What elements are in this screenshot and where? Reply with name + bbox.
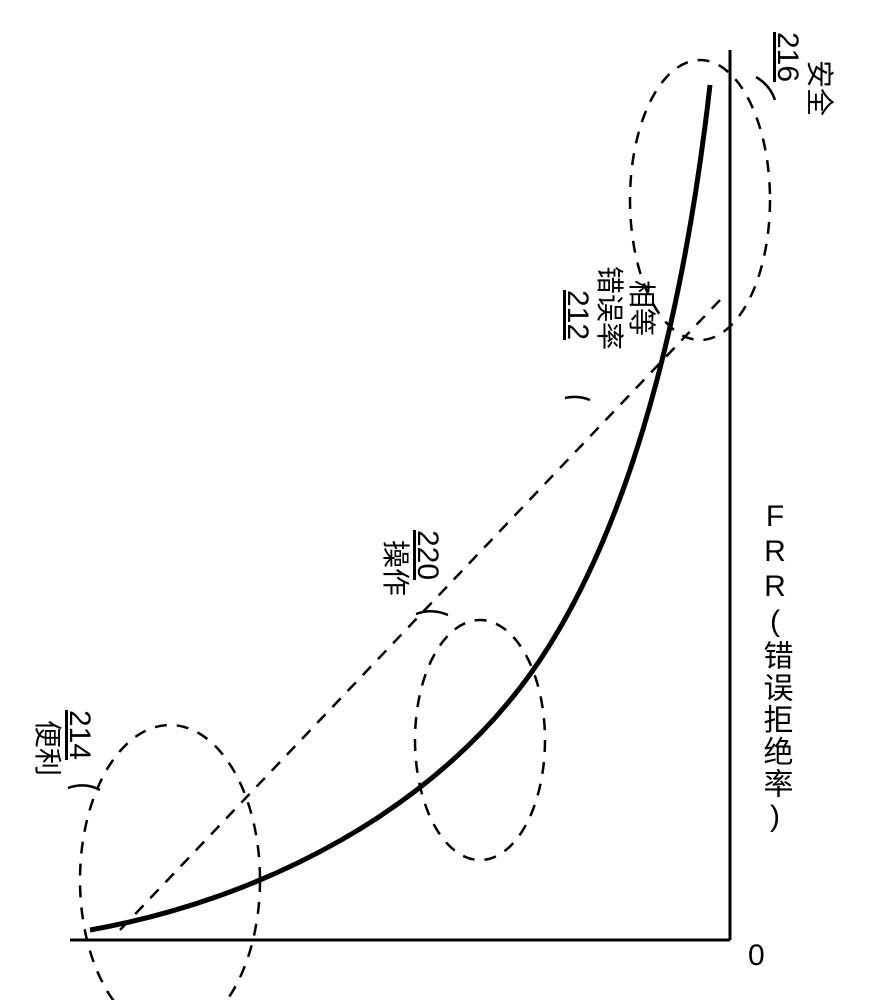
operation-number-group: 220	[411, 530, 444, 580]
security-number: 216	[771, 32, 804, 82]
diagram-svg: 0 FRR(错误拒绝率) FAR(错误接受率) 安全 216	[0, 0, 882, 1000]
eer-number-group: 212	[561, 290, 594, 340]
leader-220	[416, 611, 448, 615]
security-label: 安全	[804, 60, 835, 116]
operation-label-group: 操作	[380, 540, 411, 596]
origin-label: 0	[748, 939, 765, 972]
leader-214	[68, 785, 100, 790]
eer-number: 212	[561, 290, 594, 340]
roc-diagram: 0 FRR(错误拒绝率) FAR(错误接受率) 安全 216	[0, 0, 882, 1000]
eer-label-group2: 错误率	[594, 266, 625, 350]
security-label-group: 安全	[804, 60, 835, 116]
eer-label-group: 相等	[626, 280, 657, 336]
y-axis-label: FRR(错误拒绝率)	[759, 500, 794, 835]
eer-line	[120, 300, 720, 930]
operation-number: 220	[411, 530, 444, 580]
convenience-number-group: 214	[63, 710, 96, 760]
security-number-group: 216	[771, 32, 804, 82]
leader-212	[565, 397, 590, 400]
eer-label-top: 相等	[626, 280, 657, 336]
operation-region	[415, 620, 545, 860]
eer-label-bottom: 错误率	[594, 266, 625, 350]
roc-curve	[90, 85, 710, 930]
convenience-number: 214	[63, 710, 96, 760]
operation-label: 操作	[380, 540, 411, 596]
convenience-label-group: 便利	[32, 720, 63, 776]
convenience-region	[80, 725, 260, 1000]
convenience-label: 便利	[32, 720, 63, 776]
